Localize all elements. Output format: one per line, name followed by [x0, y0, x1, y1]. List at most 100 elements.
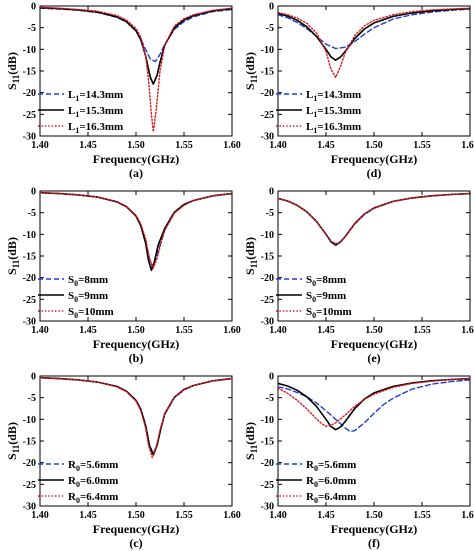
x-axis-label: Frequency(GHz) — [93, 522, 179, 536]
x-tick-label: 1.40 — [269, 140, 287, 151]
y-tick-label: -20 — [261, 273, 274, 284]
x-tick-label: 1.60 — [461, 510, 474, 521]
panel-label: (c) — [129, 536, 142, 550]
y-tick-label: -5 — [266, 208, 274, 219]
series-line — [278, 377, 470, 431]
legend-entry: S0=9mm — [306, 290, 346, 304]
series-line — [278, 192, 470, 245]
x-tick-label: 1.50 — [127, 325, 145, 336]
series-line — [278, 379, 470, 433]
legend-entry: S0=8mm — [68, 274, 108, 288]
panel-label: (d) — [367, 166, 382, 180]
legend: S0=8mm S0=9mm S0=10mm — [38, 274, 114, 320]
legend-entry: S0=9mm — [68, 290, 108, 304]
series-line — [40, 6, 232, 85]
y-axis-label: S11(dB) — [243, 237, 259, 275]
x-tick-label: 1.60 — [461, 140, 474, 151]
legend-entry: S0=10mm — [306, 306, 352, 320]
chart-panel: 1.40 1.45 1.50 1.55 1.60 0 -5 -10 -15 -20 -25 -30 Fr… — [5, 372, 241, 551]
x-axis-label: Frequency(GHz) — [331, 337, 417, 351]
y-tick-label: 0 — [269, 372, 274, 383]
legend-entry: L1=14.3mm — [68, 89, 123, 103]
y-axis-label: S11(dB) — [5, 422, 21, 460]
legend-entry: R0=6.0mm — [306, 475, 356, 489]
panel-label: (e) — [367, 351, 380, 365]
chart-panel: 1.40 1.45 1.50 1.55 1.60 0 -5 -10 -15 -20 -25 -30 Fr… — [243, 187, 474, 366]
chart-panel: 1.40 1.45 1.50 1.55 1.60 0 -5 -10 -15 -20 -25 -30 Fr… — [5, 187, 241, 366]
x-tick-label: 1.50 — [365, 325, 383, 336]
y-tick-label: -10 — [261, 230, 274, 241]
x-tick-label: 1.45 — [79, 325, 97, 336]
series-group — [40, 191, 232, 272]
legend: L1=14.3mm L1=15.3mm L1=16.3mm — [38, 89, 123, 135]
legend-entry: R0=5.6mm — [306, 459, 356, 473]
chart-panel: 1.40 1.45 1.50 1.55 1.60 0 -5 -10 -15 -20 -25 -30 Fr… — [5, 2, 241, 181]
y-tick-label: -15 — [261, 67, 274, 78]
series-line — [40, 377, 232, 459]
x-tick-label: 1.55 — [175, 325, 193, 336]
series-line — [278, 192, 470, 246]
x-tick-label: 1.40 — [269, 510, 287, 521]
x-axis-label: Frequency(GHz) — [331, 152, 417, 166]
y-tick-label: -20 — [23, 458, 36, 469]
legend-entry: L1=16.3mm — [68, 121, 123, 135]
x-tick-label: 1.60 — [223, 325, 241, 336]
x-tick-label: 1.50 — [127, 510, 145, 521]
y-tick-label: -15 — [261, 437, 274, 448]
y-tick-label: -30 — [23, 317, 36, 328]
y-tick-label: -25 — [261, 295, 274, 306]
y-tick-label: -10 — [23, 415, 36, 426]
chart-panel: 1.40 1.45 1.50 1.55 1.60 0 -5 -10 -15 -20 -25 -30 Fr… — [243, 372, 474, 551]
series-group — [40, 6, 232, 133]
x-tick-label: 1.45 — [79, 510, 97, 521]
series-line — [278, 7, 470, 62]
x-axis-label: Frequency(GHz) — [93, 152, 179, 166]
y-tick-label: -25 — [261, 110, 274, 121]
y-axis-label: S11(dB) — [243, 52, 259, 90]
x-tick-label: 1.50 — [127, 140, 145, 151]
y-tick-label: -5 — [28, 23, 36, 34]
x-axis-label: Frequency(GHz) — [331, 522, 417, 536]
y-tick-label: -5 — [266, 393, 274, 404]
series-line — [40, 376, 232, 457]
legend-entry: R0=5.6mm — [68, 459, 118, 473]
x-tick-label: 1.45 — [317, 510, 335, 521]
y-tick-label: -25 — [23, 295, 36, 306]
series-line — [40, 6, 232, 133]
series-group — [278, 192, 470, 246]
y-tick-label: -5 — [28, 208, 36, 219]
y-tick-label: 0 — [31, 372, 36, 383]
y-tick-label: -15 — [23, 437, 36, 448]
y-tick-label: 0 — [31, 187, 36, 198]
series-line — [278, 8, 470, 50]
y-tick-label: -20 — [261, 88, 274, 99]
legend-entry: L1=16.3mm — [306, 121, 361, 135]
y-tick-label: -15 — [23, 252, 36, 263]
y-tick-label: 0 — [269, 187, 274, 198]
y-tick-label: -5 — [266, 23, 274, 34]
x-tick-label: 1.55 — [175, 510, 193, 521]
x-tick-label: 1.40 — [31, 510, 49, 521]
y-tick-label: -10 — [261, 415, 274, 426]
y-tick-label: -20 — [261, 458, 274, 469]
y-tick-label: -5 — [28, 393, 36, 404]
x-tick-label: 1.50 — [365, 140, 383, 151]
x-tick-label: 1.55 — [413, 140, 431, 151]
x-tick-label: 1.40 — [31, 140, 49, 151]
y-tick-label: -15 — [23, 67, 36, 78]
x-tick-label: 1.55 — [413, 325, 431, 336]
x-tick-label: 1.45 — [79, 140, 97, 151]
x-tick-label: 1.40 — [269, 325, 287, 336]
legend-entry: R0=6.4mm — [68, 491, 118, 505]
y-tick-label: 0 — [269, 2, 274, 13]
panel-label: (b) — [129, 351, 144, 365]
legend: S0=8mm S0=9mm S0=10mm — [276, 274, 352, 320]
y-axis-label: S11(dB) — [5, 237, 21, 275]
legend-entry: R0=6.4mm — [306, 491, 356, 505]
legend-entry: L1=14.3mm — [306, 89, 361, 103]
y-tick-label: -30 — [261, 132, 274, 143]
x-tick-label: 1.60 — [223, 140, 241, 151]
series-line — [40, 7, 232, 63]
y-tick-label: -15 — [261, 252, 274, 263]
y-tick-label: -10 — [23, 230, 36, 241]
